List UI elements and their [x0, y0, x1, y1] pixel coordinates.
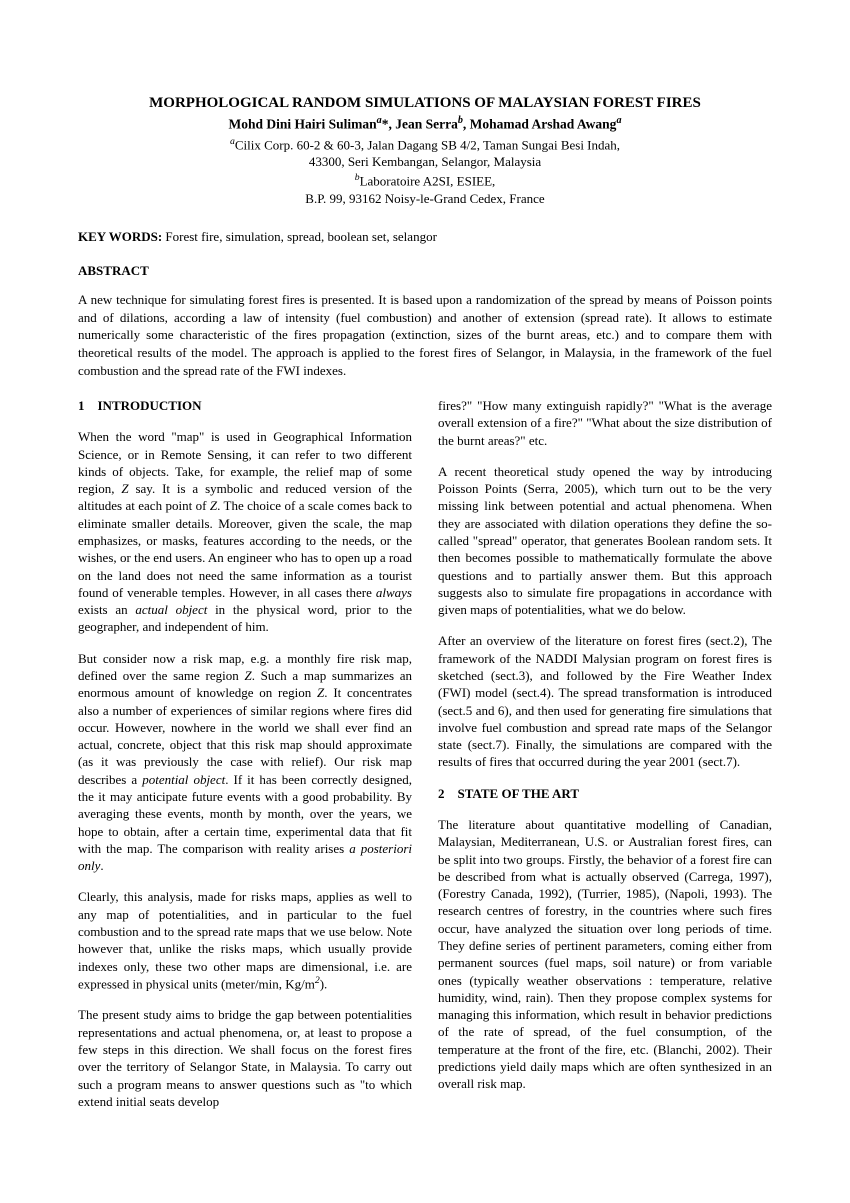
col2-para-4: The literature about quantitative modell… [438, 816, 772, 1093]
paper-title: MORPHOLOGICAL RANDOM SIMULATIONS OF MALA… [78, 95, 772, 112]
col1-para-2: But consider now a risk map, e.g. a mont… [78, 650, 412, 875]
col1-para-3: Clearly, this analysis, made for risks m… [78, 888, 412, 992]
col2-para-2: A recent theoretical study opened the wa… [438, 463, 772, 619]
col2-para-1: fires?" "How many extinguish rapidly?" "… [438, 397, 772, 449]
col2-para-3: After an overview of the literature on f… [438, 632, 772, 770]
authors-line: Mohd Dini Hairi Sulimana*, Jean Serrab, … [78, 115, 772, 133]
col1-para-4: The present study aims to bridge the gap… [78, 1006, 412, 1110]
keywords-text: Forest fire, simulation, spread, boolean… [162, 229, 437, 244]
section-1-heading: 1 INTRODUCTION [78, 397, 412, 414]
two-column-body: 1 INTRODUCTION When the word "map" is us… [78, 397, 772, 1110]
abstract-heading: ABSTRACT [78, 263, 772, 279]
affiliation-line-4: B.P. 99, 93162 Noisy-le-Grand Cedex, Fra… [78, 190, 772, 208]
col1-para-1: When the word "map" is used in Geographi… [78, 428, 412, 635]
keywords-label: KEY WORDS: [78, 229, 162, 244]
right-column: fires?" "How many extinguish rapidly?" "… [438, 397, 772, 1110]
section-2-heading: 2 STATE OF THE ART [438, 785, 772, 802]
left-column: 1 INTRODUCTION When the word "map" is us… [78, 397, 412, 1110]
affiliation-line-1: aCilix Corp. 60-2 & 60-3, Jalan Dagang S… [78, 135, 772, 154]
abstract-body: A new technique for simulating forest fi… [78, 291, 772, 379]
affiliation-line-3: bLaboratoire A2SI, ESIEE, [78, 171, 772, 190]
affiliation-line-2: 43300, Seri Kembangan, Selangor, Malaysi… [78, 153, 772, 171]
keywords-section: KEY WORDS: Forest fire, simulation, spre… [78, 229, 772, 245]
